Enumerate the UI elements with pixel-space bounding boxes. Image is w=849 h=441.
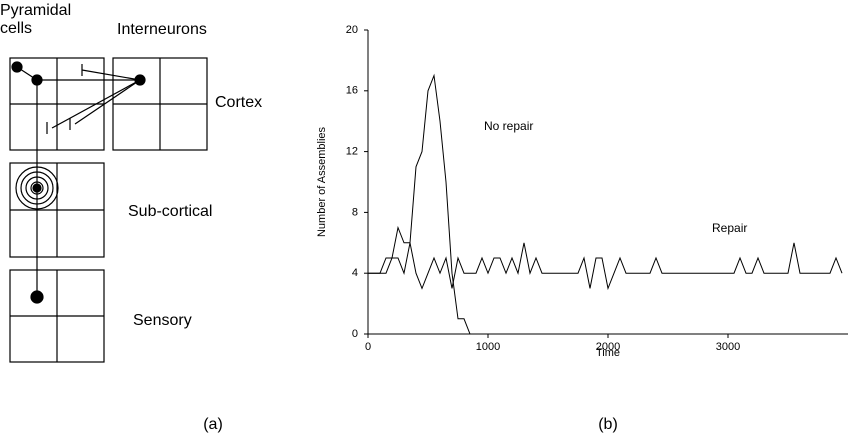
y-tick-label: 0 (352, 328, 358, 340)
series-line (368, 73, 842, 335)
y-tick-label: 4 (352, 267, 358, 279)
y-axis-title: Number of Assemblies (316, 126, 328, 237)
x-axis-title: Time (596, 347, 620, 359)
x-tick-label: 1000 (476, 341, 500, 353)
panel-label: (b) (598, 416, 618, 433)
x-tick-label: 0 (365, 341, 371, 353)
y-tick-label: 16 (346, 85, 358, 97)
sensory-label: Sensory (133, 312, 192, 329)
cortex-label: Cortex (215, 94, 262, 111)
x-tick-label: 2000 (596, 341, 620, 353)
y-tick-label: 12 (346, 146, 358, 158)
subcortical-label: Sub-cortical (128, 203, 212, 220)
series-label: No repair (484, 119, 533, 133)
series-label: Repair (712, 221, 747, 235)
series-line (368, 242, 843, 291)
y-tick-label: 8 (352, 206, 358, 218)
interneurons-label: Interneurons (117, 21, 207, 38)
y-tick-label: 20 (346, 24, 358, 36)
panel-label: (a) (203, 416, 223, 433)
pyramidal-label: Pyramidal cells (0, 2, 72, 37)
x-tick-label: 3000 (716, 341, 740, 353)
diagram (9, 57, 208, 363)
